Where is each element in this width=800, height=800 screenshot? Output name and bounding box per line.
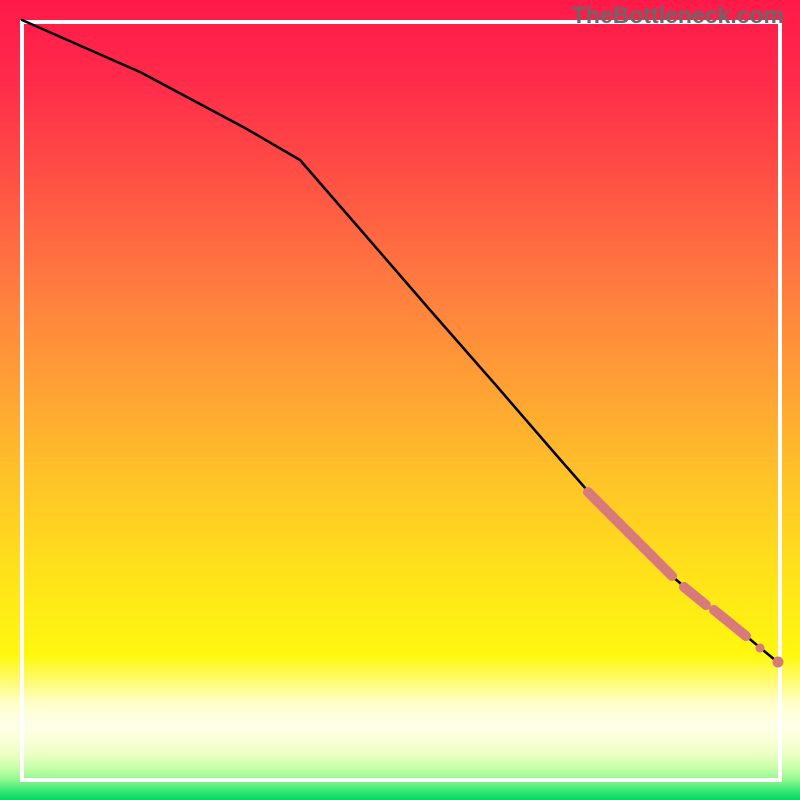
chart-root: TheBottleneck.com <box>0 0 800 800</box>
watermark-text: TheBottleneck.com <box>572 2 784 29</box>
plot-border <box>20 20 782 782</box>
